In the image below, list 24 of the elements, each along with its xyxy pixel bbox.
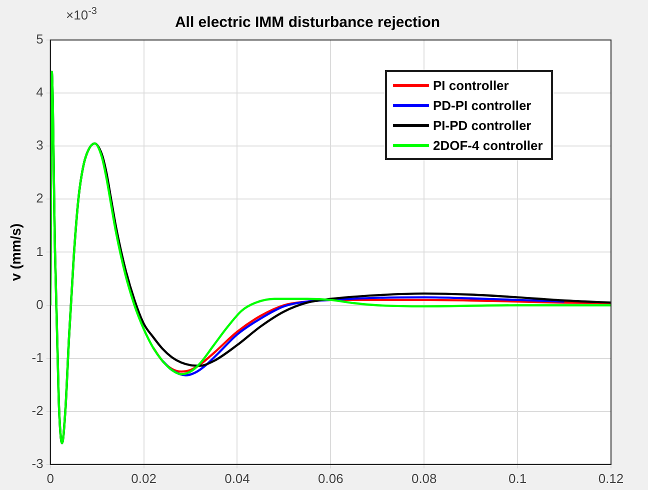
x-tick-label: 0.02 bbox=[131, 470, 156, 486]
y-tick-label: 5 bbox=[36, 32, 44, 47]
x-tick-label: 0 bbox=[46, 470, 54, 486]
line-series bbox=[161, 296, 566, 376]
x-tick-label: 0.1 bbox=[508, 470, 527, 486]
y-tick-label: 4 bbox=[36, 84, 44, 100]
legend-label: PI controller bbox=[433, 78, 509, 92]
y-tick-label: -2 bbox=[32, 402, 44, 418]
legend-label: PI-PD controller bbox=[433, 118, 532, 132]
y-tick-label: -3 bbox=[32, 456, 44, 471]
y-axis-title: v (mm/s) bbox=[7, 223, 24, 281]
y-tick-label: -1 bbox=[32, 350, 44, 365]
legend-label: PD-PI controller bbox=[433, 98, 532, 112]
chart-title: All electric IMM disturbance rejection bbox=[174, 14, 440, 32]
y-tick-label: 1 bbox=[36, 244, 44, 259]
legend-label: 2DOF-4 controller bbox=[433, 138, 543, 152]
y-tick-label: 3 bbox=[36, 138, 44, 153]
y-tick-label: 2 bbox=[36, 190, 44, 206]
y-tick-label: 0 bbox=[36, 296, 44, 312]
x-tick-label: 0.08 bbox=[411, 470, 437, 486]
text: ×10$^{-3}$ bbox=[66, 6, 97, 22]
x-tick-label: 0.06 bbox=[318, 470, 344, 486]
x-tick-label: 0.04 bbox=[224, 470, 250, 486]
x-tick-label: 0.12 bbox=[598, 470, 624, 486]
